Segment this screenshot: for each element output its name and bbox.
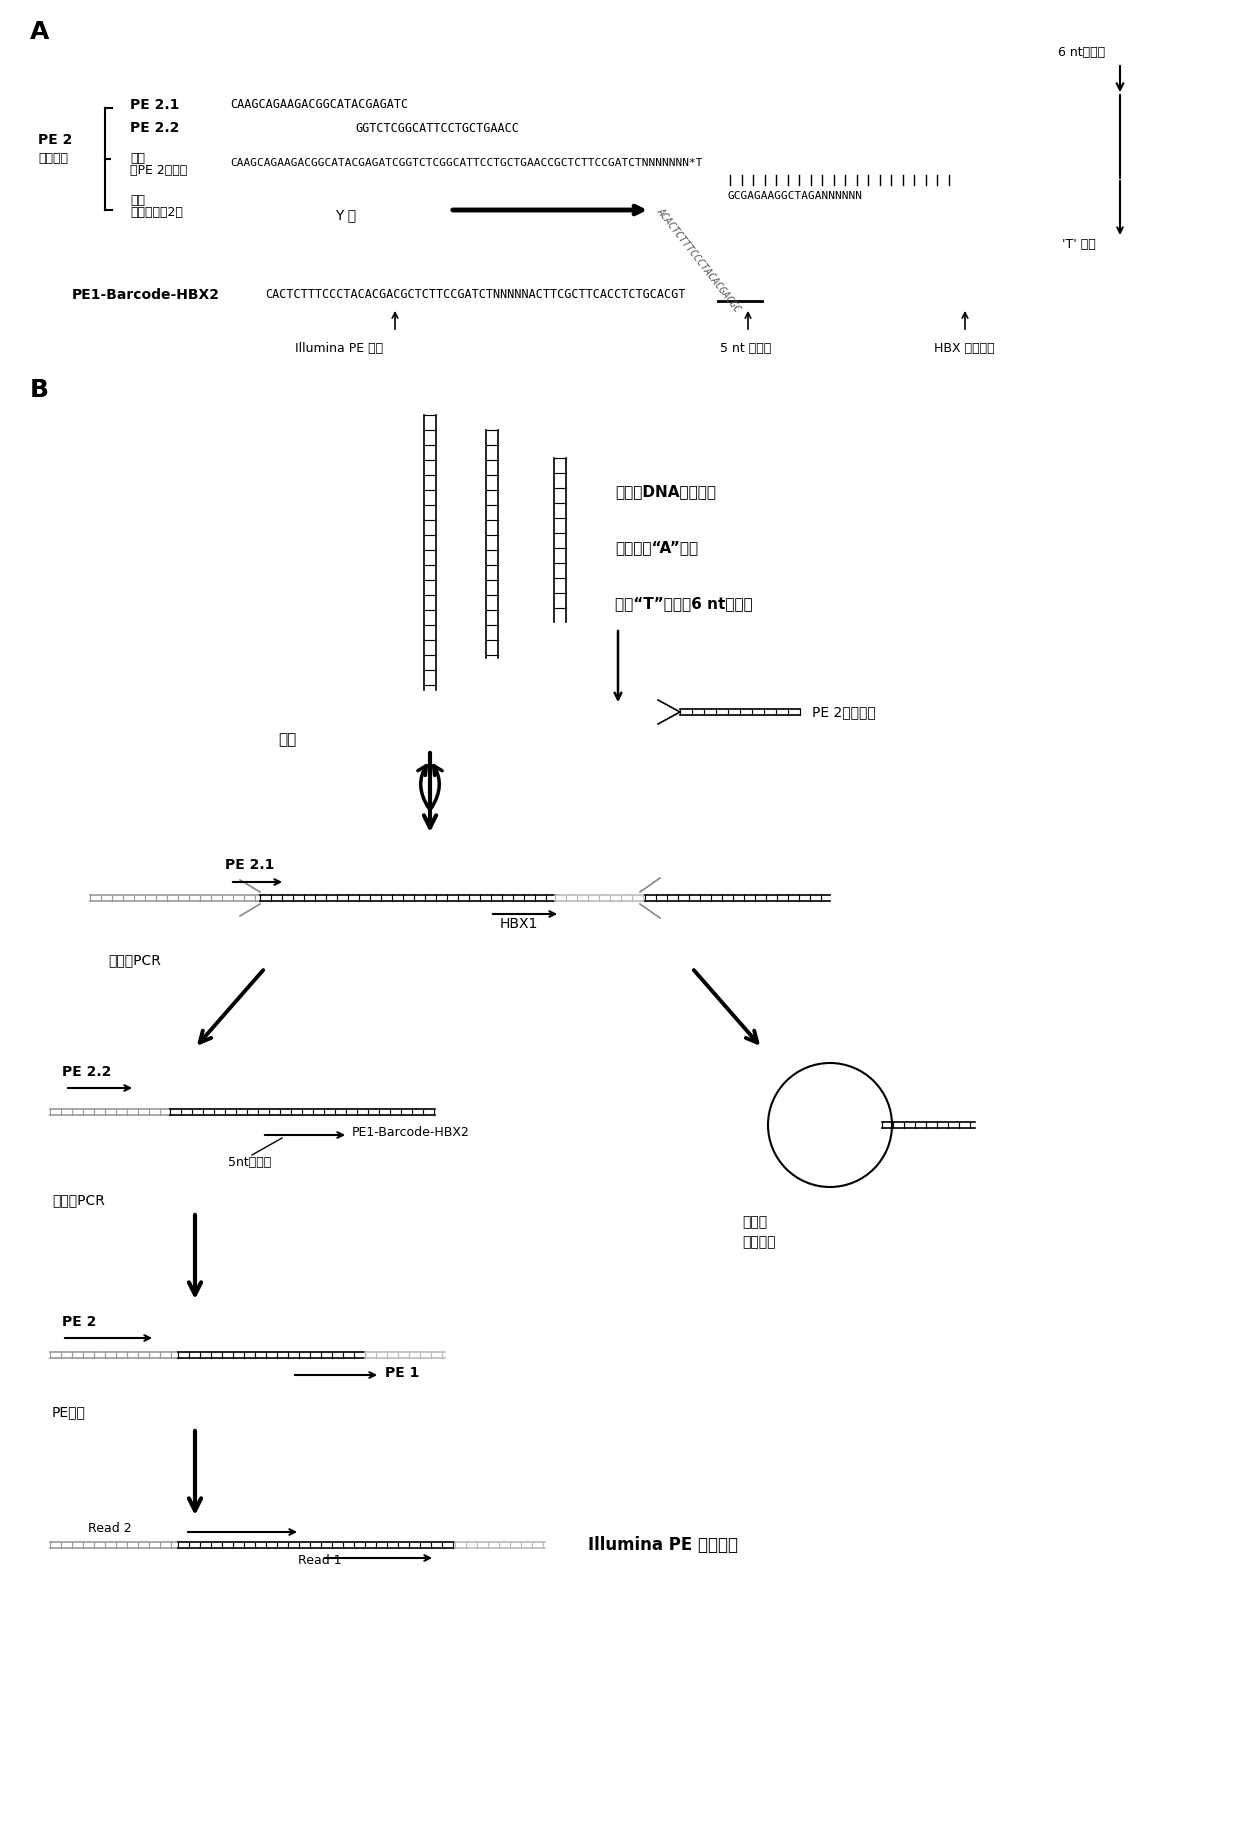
Text: GGTCTCGGCATTCCTGCTGAACC: GGTCTCGGCATTCCTGCTGAACC [355,122,518,135]
Text: PE 2: PE 2 [62,1315,97,1329]
Text: GCGAGAAGGCTAGANNNNNN: GCGAGAAGGCTAGANNNNNN [728,191,863,200]
Text: HBX1: HBX1 [500,918,538,931]
Text: PE1-Barcode-HBX2: PE1-Barcode-HBX2 [72,288,219,302]
Text: （PE 2接头）: （PE 2接头） [130,164,187,177]
Text: CACTCTTTCCCTACACGACGCTCTTCCGATCTNNNNNACTTCGCTTCACCTCTGCACGT: CACTCTTTCCCTACACGACGCTCTTCCGATCTNNNNNACT… [265,288,686,302]
Text: 第一轮PCR: 第一轮PCR [108,952,161,967]
Text: PE 2.1: PE 2.1 [130,98,180,113]
Text: 步移接头: 步移接头 [38,151,68,164]
Text: 第二轮PCR: 第二轮PCR [52,1193,105,1207]
Text: 短链: 短链 [130,193,145,206]
Text: PE富增: PE富增 [52,1406,86,1419]
Text: Read 1: Read 1 [298,1555,342,1568]
Text: B: B [30,379,50,402]
Text: 自退火: 自退火 [742,1215,768,1229]
Text: 5 nt 条形码: 5 nt 条形码 [720,342,771,355]
Text: ACACTCTTTCCCTACACGACGC: ACACTCTTTCCCTACACGACGC [655,206,743,313]
Text: PE 2步移接头: PE 2步移接头 [812,705,875,719]
Text: 连接: 连接 [278,732,296,747]
Text: PE 2.2: PE 2.2 [130,120,180,135]
Text: Illumina PE 测序文库: Illumina PE 测序文库 [588,1535,738,1553]
Text: 5nt条形码: 5nt条形码 [228,1156,272,1169]
Text: Y 形: Y 形 [335,208,356,222]
Text: PE 1: PE 1 [384,1366,419,1380]
Text: PE 2.2: PE 2.2 [62,1065,112,1080]
Text: 长链: 长链 [130,151,145,164]
Text: CAAGCAGAAGACGGCATACGAGATCGGTCTCGGCATTCCTGCTGAACCGCTCTTCCGATCTNNNNNNN*T: CAAGCAGAAGACGGCATACGAGATCGGTCTCGGCATTCCT… [229,158,703,168]
Text: 'T' 外伸: 'T' 外伸 [1061,239,1096,251]
Text: PE1-Barcode-HBX2: PE1-Barcode-HBX2 [352,1127,470,1140]
Text: CAAGCAGAAGACGGCATACGAGATC: CAAGCAGAAGACGGCATACGAGATC [229,98,408,111]
Text: 平末端和“A”外伸: 平末端和“A”外伸 [615,541,698,555]
Text: 6 nt条形码: 6 nt条形码 [1058,46,1105,58]
Text: Illumina PE 接头: Illumina PE 接头 [295,342,383,355]
Text: HBX 二次引物: HBX 二次引物 [934,342,994,355]
Text: A: A [30,20,50,44]
Text: 具有“T”外伸的6 nt条形码: 具有“T”外伸的6 nt条形码 [615,597,753,612]
Text: 抑制扩增: 抑制扩增 [742,1235,775,1249]
Text: PE 2: PE 2 [38,133,72,148]
Text: PE 2.1: PE 2.1 [224,858,274,872]
Text: 基因组DNA随机片段: 基因组DNA随机片段 [615,484,715,499]
Text: （步移接头2）: （步移接头2） [130,206,182,220]
Text: Read 2: Read 2 [88,1522,131,1535]
